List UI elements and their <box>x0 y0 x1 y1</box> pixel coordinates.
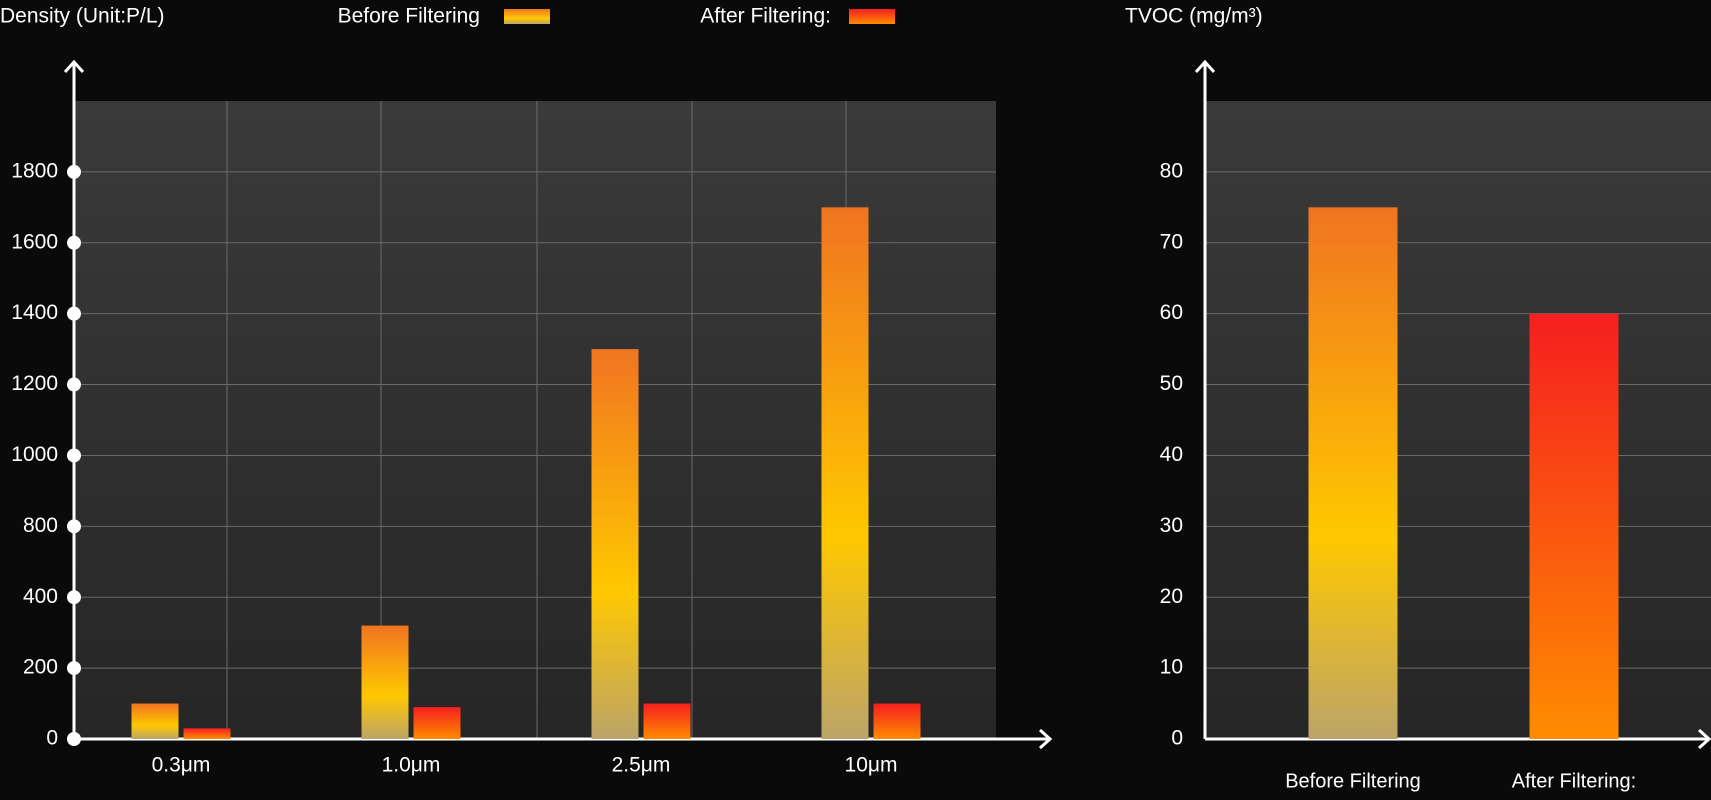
y-tick-label: 60 <box>1160 301 1183 324</box>
bar <box>413 707 461 739</box>
x-tick-label: Before Filtering <box>1285 770 1421 792</box>
bar <box>873 703 921 739</box>
y-tick-label: 30 <box>1160 514 1183 537</box>
bar <box>361 625 409 739</box>
bar <box>1529 313 1619 739</box>
chart-title: TVOC (mg/m³) <box>1125 5 1263 28</box>
bar <box>591 349 639 739</box>
x-tick-label: 2.5μm <box>612 754 671 777</box>
plot-area <box>1205 101 1711 739</box>
y-tick-label: 1600 <box>11 230 58 253</box>
y-tick-dot <box>67 235 81 250</box>
y-tick-label: 400 <box>23 585 58 608</box>
y-tick-dot <box>67 732 81 746</box>
y-tick-label: 1200 <box>11 372 58 395</box>
x-tick-label: 1.0μm <box>382 754 441 777</box>
y-tick-label: 800 <box>23 514 58 537</box>
bar <box>1308 207 1398 740</box>
bar <box>643 703 691 739</box>
x-tick-label: 10μm <box>845 754 898 777</box>
y-tick-dot <box>67 448 81 463</box>
y-tick-dot <box>67 377 81 392</box>
y-tick-label: 70 <box>1160 230 1183 253</box>
chart-title: Density (Unit:P/L) <box>0 5 165 28</box>
bar <box>183 728 231 739</box>
bar <box>131 703 179 739</box>
y-axis-arrow <box>1194 59 1216 74</box>
x-axis-arrow <box>1697 728 1711 750</box>
y-tick-label: 1400 <box>11 301 58 324</box>
legend-swatch <box>849 9 895 24</box>
y-tick-label: 50 <box>1160 372 1183 395</box>
y-tick-label: 40 <box>1160 443 1183 466</box>
y-tick-dot <box>67 661 81 676</box>
y-tick-label: 1800 <box>11 159 58 182</box>
y-tick-label: 0 <box>46 727 58 750</box>
y-axis-arrow <box>63 59 85 74</box>
x-tick-label: After Filtering: <box>1512 770 1636 792</box>
bar <box>821 207 869 740</box>
x-axis-arrow <box>1038 728 1053 750</box>
y-tick-dot <box>67 164 81 179</box>
x-tick-label: 0.3μm <box>152 754 211 777</box>
y-tick-label: 1000 <box>11 443 58 466</box>
y-tick-label: 0 <box>1171 727 1183 750</box>
legend-label: Before Filtering <box>338 5 480 28</box>
y-tick-dot <box>67 519 81 534</box>
y-tick-label: 10 <box>1160 656 1183 679</box>
y-tick-label: 80 <box>1160 159 1183 182</box>
legend-label: After Filtering: <box>700 5 831 28</box>
y-tick-dot <box>67 306 81 321</box>
y-tick-label: 20 <box>1160 585 1183 608</box>
legend-swatch <box>504 9 550 24</box>
y-tick-dot <box>67 590 81 605</box>
y-tick-label: 200 <box>23 656 58 679</box>
